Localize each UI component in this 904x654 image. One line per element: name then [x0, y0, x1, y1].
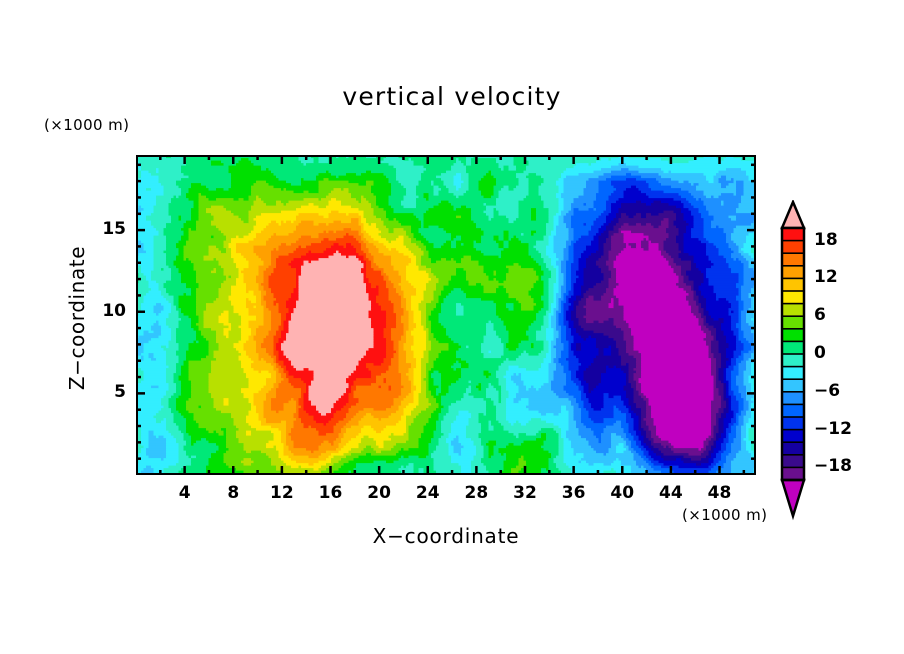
colorbar-band: [781, 403, 805, 419]
colorbar-band: [781, 416, 805, 431]
y-axis-units-label: (×1000 m): [44, 116, 130, 134]
colorbar-band: [781, 239, 805, 255]
colorbar-band: [781, 441, 805, 456]
x-axis-units-label: (×1000 m): [682, 506, 768, 524]
colorbar-band: [781, 265, 805, 280]
colorbar-band: [781, 391, 805, 406]
colorbar-band: [781, 340, 805, 356]
colorbar-tick-label: 0: [814, 343, 826, 363]
colorbar-band: [781, 277, 805, 293]
x-tick-label: 12: [270, 483, 294, 503]
colorbar-band: [781, 378, 805, 393]
colorbar-tick-label: 6: [814, 305, 826, 326]
x-tick-label: 40: [610, 483, 635, 503]
colorbar-over-arrow: [780, 200, 806, 230]
x-tick-label: 32: [513, 483, 537, 503]
colorbar-band: [781, 353, 805, 368]
colorbar-band: [781, 454, 805, 469]
y-tick-label: 15: [102, 219, 126, 240]
x-axis-title: X−coordinate: [372, 524, 520, 548]
colorbar-band: [781, 365, 805, 381]
colorbar-tick-label: −12: [814, 418, 852, 439]
contour-plot: [136, 155, 756, 475]
colorbar-band: [781, 315, 805, 330]
colorbar: [780, 200, 806, 521]
colorbar-band: [781, 227, 805, 242]
x-tick-label: 28: [464, 483, 489, 503]
x-tick-label: 48: [707, 483, 732, 503]
x-tick-label: 36: [561, 483, 586, 503]
colorbar-tick-label: 12: [814, 267, 838, 288]
colorbar-band: [781, 290, 805, 305]
colorbar-under-arrow: [780, 478, 806, 521]
plot-frame: [136, 155, 756, 475]
colorbar-band: [781, 328, 805, 343]
x-tick-label: 16: [318, 483, 343, 503]
x-tick-label: 24: [415, 483, 440, 503]
colorbar-band: [781, 252, 805, 268]
colorbar-tick-label: 18: [814, 229, 838, 250]
page-title: vertical velocity: [342, 82, 562, 111]
x-tick-label: 4: [178, 483, 191, 503]
y-tick-label: 5: [114, 382, 126, 403]
colorbar-band: [781, 466, 805, 482]
colorbar-tick-label: −6: [814, 380, 841, 401]
colorbar-band: [781, 302, 805, 318]
colorbar-band: [781, 428, 805, 444]
x-tick-label: 44: [659, 483, 683, 503]
y-tick-label: 10: [102, 300, 126, 321]
contour-field: [136, 155, 756, 475]
x-tick-label: 20: [367, 483, 391, 503]
colorbar-tick-label: −18: [814, 456, 852, 477]
colorbar-frame: [780, 226, 806, 482]
x-tick-label: 8: [227, 483, 240, 503]
